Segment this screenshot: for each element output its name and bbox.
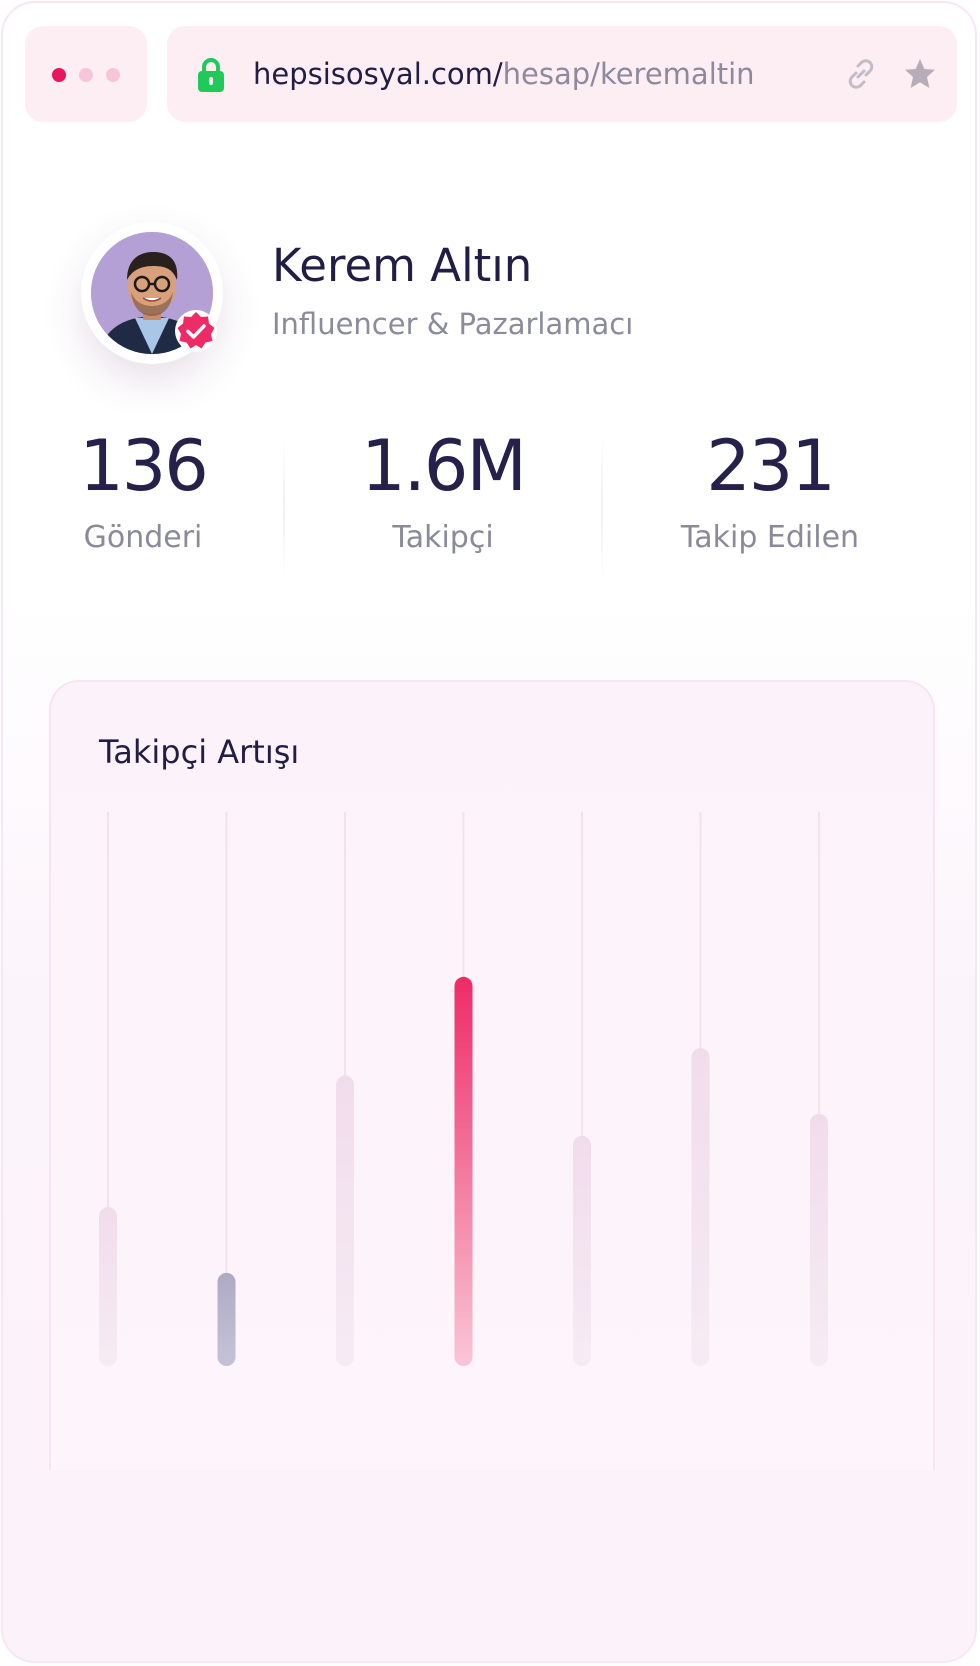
stat-posts-label: Gönderi (83, 520, 203, 555)
url-text[interactable]: hepsisosyal.com/hesap/keremaltin (253, 56, 755, 92)
chart-bar[interactable] (217, 1272, 236, 1366)
address-bar[interactable]: hepsisosyal.com/hesap/keremaltin (167, 26, 957, 122)
chart-bar[interactable] (99, 1207, 117, 1366)
follower-growth-chart (99, 812, 828, 1366)
stat-posts-value: 136 (79, 425, 209, 507)
stat-following-label: Takip Edilen (680, 520, 860, 555)
link-icon[interactable] (843, 56, 879, 92)
stat-divider-2 (601, 433, 603, 583)
window-dot-red[interactable] (52, 68, 66, 82)
chart-bar[interactable] (810, 1113, 828, 1366)
follower-growth-title: Takipçi Artışı (99, 733, 300, 771)
window-dot-pink[interactable] (79, 68, 93, 82)
stat-posts[interactable]: 136 Gönderi (43, 423, 243, 557)
chart-bar[interactable] (691, 1048, 710, 1366)
verified-badge-icon (175, 310, 217, 352)
stat-followers-label: Takipçi (392, 520, 494, 555)
url-path: hesap/keremaltin (502, 57, 755, 91)
profile-role: Influencer & Pazarlamacı (272, 307, 634, 341)
stat-followers[interactable]: 1.6M Takipçi (343, 423, 543, 557)
url-host: hepsisosyal.com/ (253, 57, 503, 91)
avatar-frame (81, 222, 223, 364)
profile-name: Kerem Altın (272, 239, 533, 292)
chart-bar-highlight[interactable] (454, 976, 473, 1366)
chart-bar[interactable] (573, 1135, 591, 1366)
window-dot-pink-2[interactable] (106, 68, 120, 82)
lock-icon (198, 58, 224, 92)
stat-following[interactable]: 231 Takip Edilen (653, 423, 887, 557)
stat-following-value: 231 (706, 425, 836, 507)
follower-growth-card: Takipçi Artışı (49, 680, 935, 1470)
window-controls (25, 26, 147, 122)
stat-divider (283, 433, 285, 583)
star-icon[interactable] (903, 57, 937, 91)
avatar-portrait (91, 232, 213, 354)
chart-bar[interactable] (336, 1075, 354, 1366)
stat-followers-value: 1.6M (361, 425, 527, 507)
